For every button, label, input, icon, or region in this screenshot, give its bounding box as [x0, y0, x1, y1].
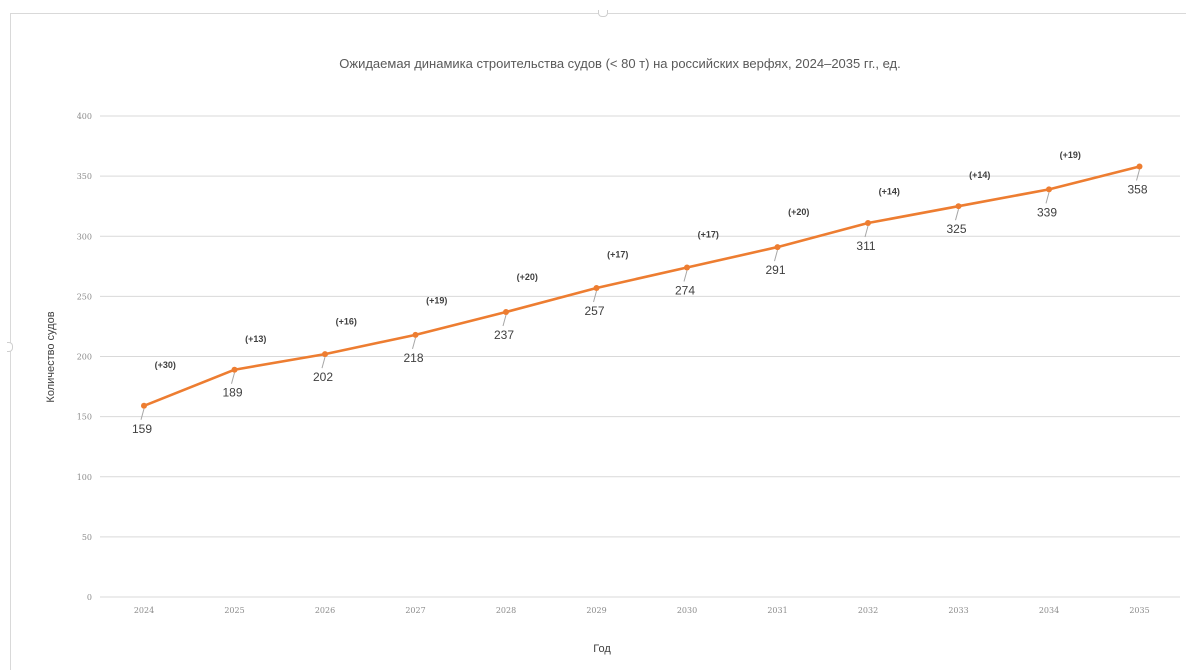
- data-label: 311: [856, 239, 875, 253]
- y-tick-label: 250: [77, 292, 92, 301]
- data-label: 339: [1037, 205, 1057, 219]
- increment-label: (+17): [698, 229, 719, 239]
- y-axis-ticks: 0 50 100 150 200 250 300 350 400: [77, 112, 92, 602]
- series-line: [142, 165, 1141, 408]
- x-axis-ticks: 2024 2025 2026 2027 2028 2029 2030 2031 2032 2033…: [134, 606, 1150, 615]
- chart-title: Ожидаемая динамика строительства судов (…: [339, 56, 900, 71]
- leader-line: [412, 337, 416, 349]
- x-tick-label: 2030: [677, 606, 697, 615]
- leader-line: [1045, 192, 1050, 204]
- x-tick-label: 2029: [586, 606, 606, 615]
- data-label: 189: [222, 386, 242, 400]
- leader-line: [774, 249, 778, 262]
- data-label: 274: [675, 284, 695, 298]
- x-tick-label: 2031: [767, 606, 787, 615]
- leader-line: [593, 290, 597, 303]
- data-point: [322, 351, 328, 358]
- leader-line: [1136, 169, 1140, 181]
- data-label: 237: [494, 328, 514, 342]
- label-leader-lines: [140, 169, 1140, 420]
- data-point: [231, 366, 238, 373]
- frame-left-border: [10, 13, 11, 670]
- resize-handle-left[interactable]: [7, 342, 13, 352]
- series-polyline: [142, 165, 1141, 408]
- increment-label: (+14): [879, 187, 900, 197]
- x-tick-label: 2025: [224, 606, 244, 615]
- leader-line: [231, 372, 235, 384]
- y-tick-label: 400: [77, 112, 92, 121]
- leader-line: [683, 270, 688, 282]
- x-tick-label: 2024: [134, 606, 154, 615]
- data-point: [1136, 163, 1143, 170]
- x-tick-label: 2028: [496, 606, 516, 615]
- increment-label: (+19): [1060, 150, 1081, 160]
- resize-handle-top[interactable]: [598, 10, 608, 17]
- data-points: [141, 163, 1143, 409]
- y-tick-label: 300: [77, 232, 92, 241]
- data-point: [774, 244, 781, 251]
- data-point: [503, 309, 509, 316]
- data-label: 257: [584, 304, 604, 318]
- data-point: [141, 402, 147, 409]
- x-tick-label: 2033: [948, 606, 968, 615]
- y-tick-label: 0: [87, 593, 92, 602]
- data-label: 291: [765, 263, 785, 277]
- data-point: [412, 331, 419, 338]
- gridlines: [100, 115, 1180, 598]
- y-tick-label: 350: [77, 172, 92, 181]
- data-point: [1046, 186, 1052, 193]
- data-point: [955, 203, 962, 210]
- data-labels: 159 189 202 218 237 257 274 291 311 325 339 358: [132, 183, 1148, 436]
- data-label: 202: [313, 370, 333, 384]
- x-tick-label: 2034: [1039, 606, 1059, 615]
- increment-label: (+20): [517, 272, 538, 282]
- data-point: [684, 264, 690, 271]
- y-tick-label: 50: [82, 533, 92, 542]
- leader-line: [140, 408, 145, 420]
- y-tick-label: 100: [77, 473, 92, 482]
- leader-line: [864, 225, 869, 238]
- data-label: 325: [946, 222, 966, 236]
- increment-label: (+30): [155, 360, 176, 370]
- leader-line: [955, 209, 959, 221]
- increment-labels: (+30) (+13) (+16) (+19) (+20) (+17) (+17) (+20)…: [155, 150, 1081, 370]
- leader-line: [502, 314, 507, 327]
- increment-label: (+16): [336, 316, 357, 326]
- x-tick-label: 2035: [1129, 606, 1149, 615]
- x-tick-label: 2026: [315, 606, 335, 615]
- increment-label: (+17): [607, 250, 628, 260]
- data-label: 159: [132, 422, 152, 436]
- y-tick-label: 200: [77, 353, 92, 362]
- y-tick-label: 150: [77, 413, 92, 422]
- data-point: [593, 284, 600, 291]
- x-axis-title: Год: [593, 643, 611, 655]
- data-point: [865, 220, 871, 227]
- leader-line: [321, 356, 326, 369]
- x-tick-label: 2027: [405, 606, 425, 615]
- x-tick-label: 2032: [858, 606, 878, 615]
- increment-label: (+20): [788, 207, 809, 217]
- increment-label: (+13): [245, 334, 266, 344]
- increment-label: (+14): [969, 170, 990, 180]
- increment-label: (+19): [426, 295, 447, 305]
- data-label: 358: [1127, 183, 1147, 197]
- data-label: 218: [403, 351, 423, 365]
- y-axis-title: Количество судов: [45, 311, 57, 402]
